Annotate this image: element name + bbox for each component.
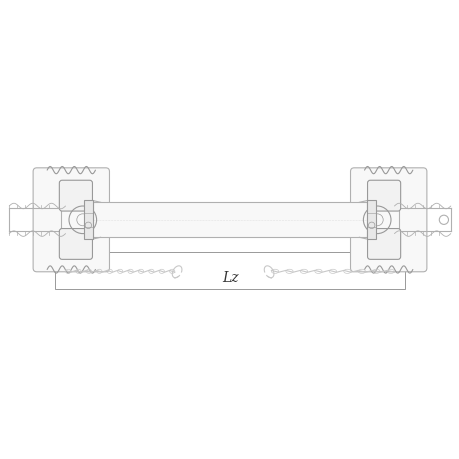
Text: Lz: Lz (221, 271, 238, 285)
FancyBboxPatch shape (350, 168, 426, 272)
FancyBboxPatch shape (84, 201, 93, 240)
FancyBboxPatch shape (59, 229, 92, 260)
FancyBboxPatch shape (33, 168, 109, 272)
FancyBboxPatch shape (367, 229, 400, 260)
FancyBboxPatch shape (367, 201, 375, 240)
Bar (93, 203, 367, 238)
FancyBboxPatch shape (367, 181, 400, 212)
Bar (55, 252, 404, 289)
FancyBboxPatch shape (59, 181, 92, 212)
